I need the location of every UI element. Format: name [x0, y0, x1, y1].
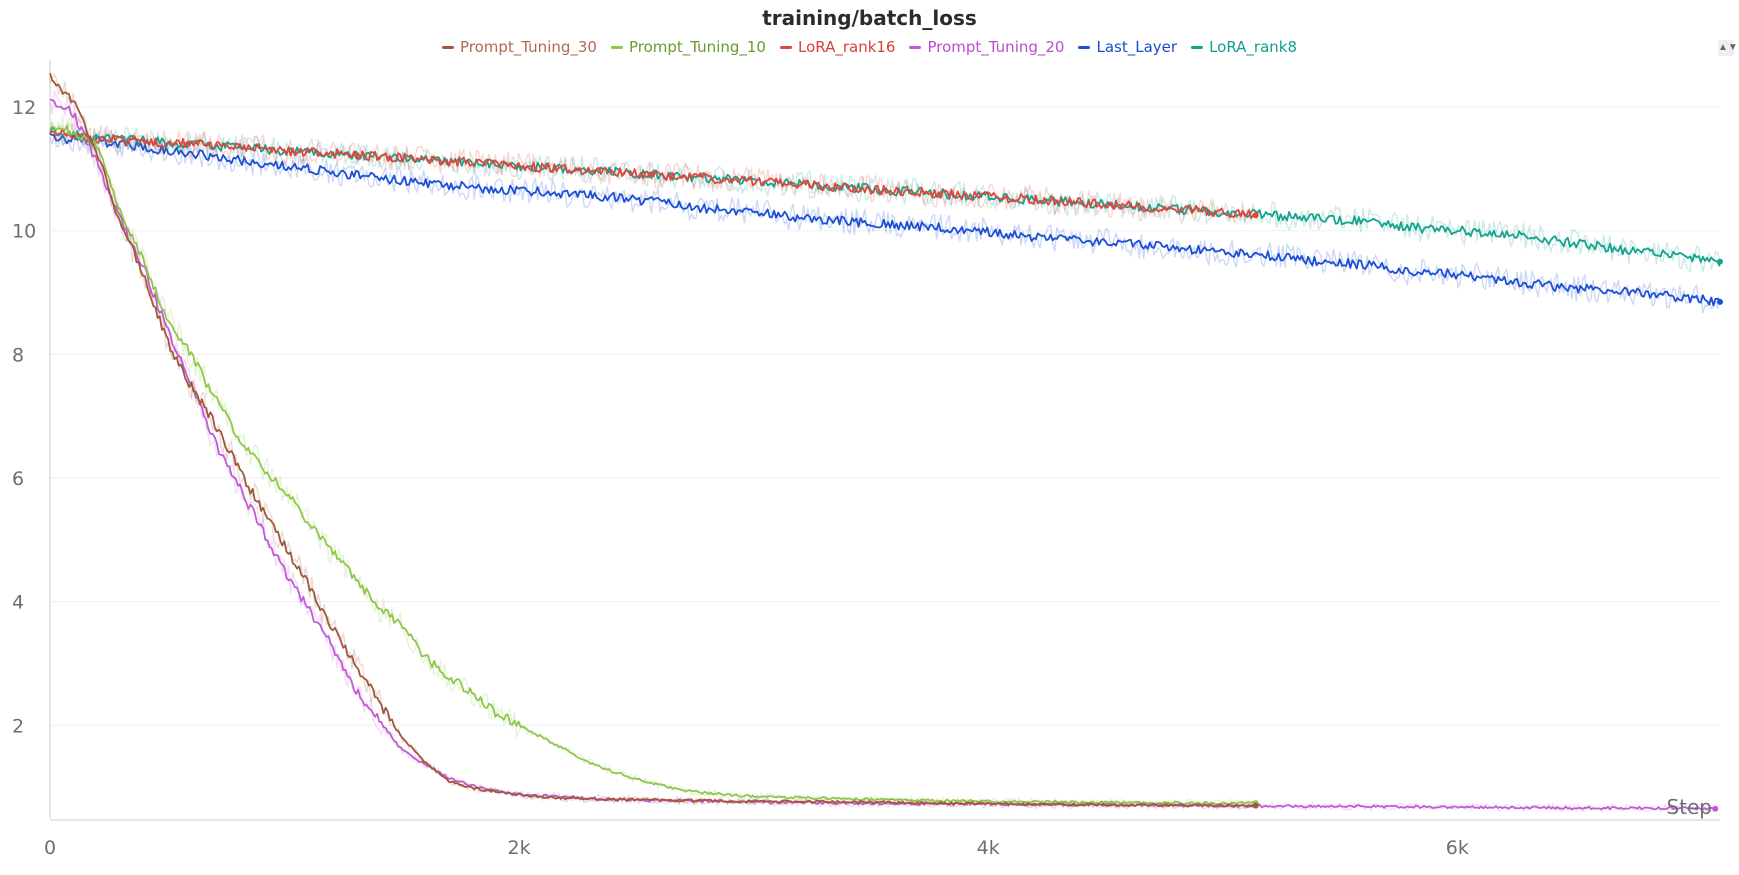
series-end-point	[1717, 298, 1723, 305]
series-prompt-tuning-10	[49, 115, 1259, 809]
series-line	[49, 125, 1256, 806]
series-line	[49, 132, 1721, 307]
legend-label: LoRA_rank8	[1209, 38, 1298, 56]
legend-swatch	[1078, 45, 1091, 49]
y-tick-label: 12	[12, 97, 36, 119]
legend-label: Prompt_Tuning_10	[628, 38, 766, 56]
series-lora-rank16	[49, 121, 1259, 225]
series-prompt-tuning-30	[49, 72, 1259, 811]
series-prompt-tuning-20	[49, 90, 1719, 814]
series-raw-line	[49, 73, 1256, 811]
series-raw-line	[49, 90, 1714, 814]
x-tick-label: 0	[44, 837, 56, 859]
legend-item[interactable]: Last_Layer	[1078, 38, 1177, 56]
legend-item[interactable]: Prompt_Tuning_30	[441, 38, 597, 56]
series-line	[49, 72, 1256, 808]
legend-item[interactable]: Prompt_Tuning_20	[909, 38, 1064, 56]
legend: Prompt_Tuning_30 Prompt_Tuning_10 LoRA_ran…	[0, 38, 1739, 56]
legend-label: Prompt_Tuning_30	[459, 38, 597, 56]
y-tick-label: 6	[12, 468, 24, 490]
x-tick-label: 6k	[1446, 837, 1469, 859]
series-end-point	[1717, 258, 1723, 265]
legend-swatch	[779, 45, 792, 49]
chart-title: training/batch_loss	[762, 6, 977, 30]
x-axis-title: Step	[1666, 795, 1712, 819]
legend-item[interactable]: LoRA_rank16	[779, 38, 896, 56]
series-end-point	[1712, 805, 1719, 812]
series-raw-line	[49, 115, 1256, 809]
x-tick-label: 4k	[977, 837, 1000, 859]
series-last-layer	[49, 127, 1723, 314]
legend-scroll-icon[interactable]: ▲▼	[1718, 40, 1738, 56]
series-layer	[49, 72, 1723, 814]
series-end-point	[1252, 212, 1259, 219]
series-line	[49, 98, 1714, 811]
y-tick-label: 10	[12, 221, 36, 243]
legend-item[interactable]: Prompt_Tuning_10	[610, 38, 766, 56]
series-line	[49, 128, 1256, 219]
y-tick-label: 8	[12, 344, 24, 366]
y-tick-label: 2	[12, 715, 24, 737]
legend-swatch	[610, 45, 623, 49]
legend-swatch	[441, 45, 454, 49]
legend-label: Prompt_Tuning_20	[927, 38, 1065, 56]
legend-item[interactable]: LoRA_rank8	[1191, 38, 1297, 56]
legend-label: LoRA_rank16	[797, 38, 896, 56]
axis-layer: 2 4 6 8 10 12 0 2k 4k 6k	[12, 60, 1720, 859]
legend-label: Last_Layer	[1096, 38, 1178, 56]
y-tick-label: 4	[12, 592, 24, 614]
x-tick-label: 2k	[508, 837, 531, 859]
series-end-point	[1252, 802, 1259, 809]
legend-swatch	[1191, 45, 1204, 49]
grid-layer	[50, 106, 1720, 726]
legend-swatch	[909, 45, 922, 49]
